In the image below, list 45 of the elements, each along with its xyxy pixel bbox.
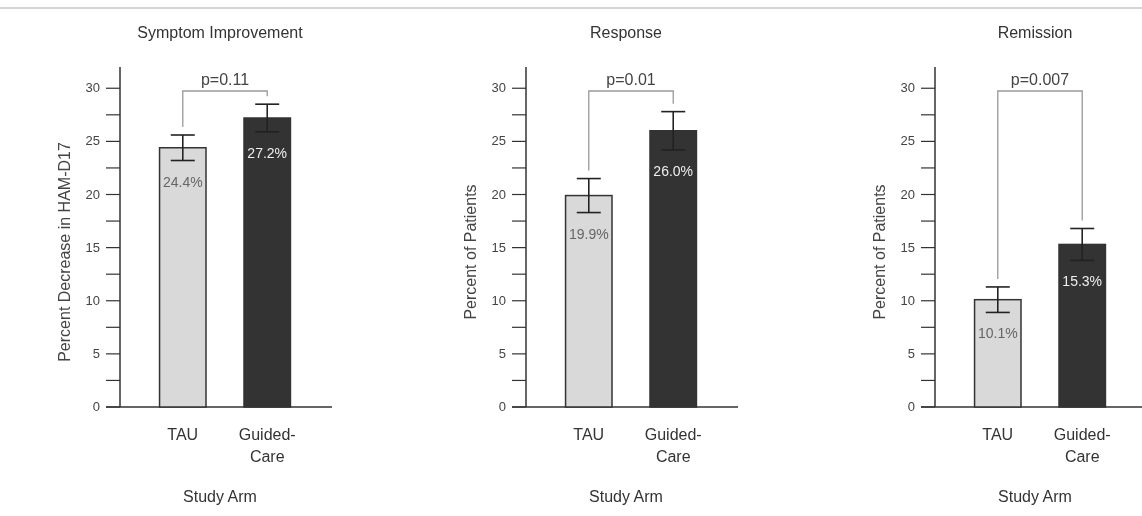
y-tick-label: 0 xyxy=(498,399,506,414)
data-label: 24.4% xyxy=(162,173,203,190)
y-tick-label: 15 xyxy=(491,239,506,255)
y-axis-title: Percent of Patients xyxy=(462,184,479,320)
y-tick-label: 10 xyxy=(85,292,100,308)
y-tick-label: 20 xyxy=(85,186,100,202)
x-tick-label: Guided-Care xyxy=(1053,426,1111,465)
y-tick-label: 30 xyxy=(491,80,506,96)
y-tick-label: 25 xyxy=(491,133,506,149)
y-tick-label: 20 xyxy=(491,186,506,202)
chart-title: Remission xyxy=(997,24,1073,41)
y-tick-label: 10 xyxy=(491,292,506,308)
y-tick-label: 20 xyxy=(900,186,915,202)
y-axis-title: Percent Decrease in HAM-D17 xyxy=(56,142,73,362)
y-axis-title: Percent of Patients xyxy=(871,184,888,320)
y-tick-label: 10 xyxy=(900,292,915,308)
y-tick-label: 25 xyxy=(85,133,100,149)
chart-title: Symptom Improvement xyxy=(137,24,304,41)
x-axis-title: Study Arm xyxy=(589,488,663,505)
x-tick-label: TAU xyxy=(573,426,605,443)
chart-title: Response xyxy=(589,24,663,41)
data-label: 10.1% xyxy=(977,325,1018,342)
y-tick-label: 5 xyxy=(92,345,100,361)
y-tick-label: 0 xyxy=(907,399,915,414)
y-tick-label: 0 xyxy=(92,399,100,414)
x-tick-label: TAU xyxy=(982,426,1014,443)
y-tick-label: 30 xyxy=(85,80,100,96)
annotation: p=0.11 xyxy=(200,71,250,88)
y-tick-label: 25 xyxy=(900,133,915,149)
x-axis-title: Study Arm xyxy=(998,488,1072,505)
y-tick-label: 15 xyxy=(85,239,100,255)
x-tick-label: TAU xyxy=(167,426,199,443)
y-tick-label: 5 xyxy=(498,345,506,361)
annotation: p=0.007 xyxy=(1010,71,1070,88)
annotation: p=0.01 xyxy=(606,71,656,88)
x-axis-title: Study Arm xyxy=(183,488,257,505)
y-tick-label: 5 xyxy=(907,345,915,361)
data-label: 15.3% xyxy=(1062,273,1103,290)
data-label: 19.9% xyxy=(568,225,609,242)
x-tick-label: Guided-Care xyxy=(644,426,702,465)
y-tick-label: 30 xyxy=(900,80,915,96)
x-tick-label: Guided-Care xyxy=(238,426,296,465)
data-label: 26.0% xyxy=(653,162,694,179)
y-tick-label: 15 xyxy=(900,239,915,255)
data-label: 27.2% xyxy=(247,144,288,161)
